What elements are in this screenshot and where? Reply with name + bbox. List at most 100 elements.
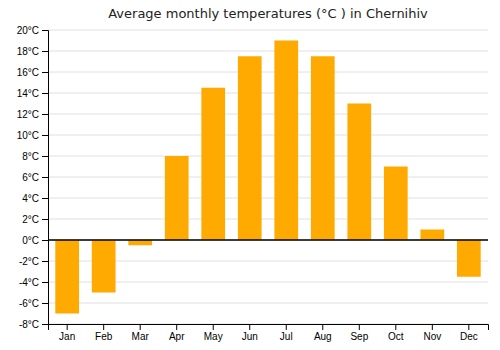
bar [457, 240, 481, 277]
x-tick: Sep [350, 324, 368, 342]
y-tick-label: 18°C [17, 46, 39, 57]
x-tick-mark [432, 324, 433, 330]
plot-area: -8°C -6°C -4°C -2°C 0°C 2°C 4°C 6°C 8°C 10°C 12°C 1… [17, 25, 489, 342]
y-tick-label: -2°C [19, 256, 39, 267]
grid-line [48, 114, 488, 115]
x-tick-label: Jul [280, 331, 293, 342]
y-tick-label: 16°C [17, 67, 39, 78]
chart-svg: -8°C -6°C -4°C -2°C 0°C 2°C 4°C 6°C 8°C 10°C 12°C 1… [0, 0, 500, 350]
x-tick: Jan [59, 324, 75, 342]
bar [201, 88, 225, 240]
x-tick: Mar [132, 324, 150, 342]
x-tick-label: Oct [388, 331, 404, 342]
x-tick-mark [468, 324, 469, 330]
x-tick-mark [103, 324, 104, 330]
x-tick-mark [67, 324, 68, 330]
x-tick-mark [213, 324, 214, 330]
y-tick: -4°C [19, 277, 48, 288]
y-tick-mark [42, 72, 48, 73]
x-tick-label: Apr [169, 331, 185, 342]
y-tick-label: -4°C [19, 277, 39, 288]
grid-line [48, 303, 488, 304]
y-tick-mark [42, 30, 48, 31]
x-tick-mark [322, 324, 323, 330]
y-tick-mark [42, 135, 48, 136]
grid-line [48, 135, 488, 136]
bar [128, 240, 152, 245]
grid-line [48, 219, 488, 220]
y-tick: 4°C [22, 193, 48, 204]
chart-container: -8°C -6°C -4°C -2°C 0°C 2°C 4°C 6°C 8°C 10°C 12°C 1… [0, 0, 500, 350]
y-tick-mark [42, 261, 48, 262]
y-tick-label: 2°C [22, 214, 39, 225]
y-tick-label: 0°C [22, 235, 39, 246]
x-tick-label: Sep [350, 331, 368, 342]
x-tick-label: Feb [95, 331, 113, 342]
y-tick-mark [42, 240, 48, 241]
bar [92, 240, 116, 293]
grid-line [48, 30, 488, 31]
y-tick-mark [42, 282, 48, 283]
y-tick-label: -8°C [19, 319, 39, 330]
x-axis: Jan Feb Mar Apr May Jun Jul Aug Sep Oct Nov Dec [49, 324, 489, 342]
y-tick: -6°C [19, 298, 48, 309]
x-tick: Aug [314, 324, 332, 342]
x-tick-mark [249, 324, 250, 330]
x-tick: Apr [169, 324, 185, 342]
bars [55, 41, 480, 314]
y-tick-mark [42, 219, 48, 220]
y-tick-label: 8°C [22, 151, 39, 162]
y-tick: 8°C [22, 151, 48, 162]
y-tick-label: 6°C [22, 172, 39, 183]
y-tick: -2°C [19, 256, 48, 267]
grid-line [48, 156, 488, 157]
y-tick-mark [42, 177, 48, 178]
x-tick-label: Dec [460, 331, 478, 342]
x-tick: May [204, 324, 223, 342]
y-tick-mark [42, 303, 48, 304]
y-tick: 2°C [22, 214, 48, 225]
y-tick-label: 20°C [17, 25, 39, 36]
x-tick-label: Nov [423, 331, 441, 342]
y-axis-line [42, 31, 49, 325]
y-tick-mark [42, 51, 48, 52]
y-tick-mark [42, 324, 48, 325]
grid-line [48, 51, 488, 52]
x-tick: Oct [388, 324, 404, 342]
y-tick-label: 14°C [17, 88, 39, 99]
y-tick-mark [42, 198, 48, 199]
grid [48, 30, 488, 324]
grid-line [48, 198, 488, 199]
x-tick: Dec [460, 324, 478, 342]
bar [55, 240, 79, 314]
zero-line [48, 239, 488, 241]
bar [274, 41, 298, 241]
y-tick: 18°C [17, 46, 48, 57]
grid-line [48, 72, 488, 73]
x-tick-label: Jan [59, 331, 75, 342]
y-tick: -8°C [19, 319, 48, 330]
y-tick: 12°C [17, 109, 48, 120]
bar [420, 230, 444, 241]
y-tick: 6°C [22, 172, 48, 183]
y-tick: 0°C [22, 235, 48, 246]
grid-line [48, 240, 488, 241]
title: Average monthly temperatures (°C ) in Ch… [108, 6, 428, 21]
bar [238, 56, 262, 240]
x-tick: Nov [423, 324, 441, 342]
bar [311, 56, 335, 240]
x-tick-label: Mar [132, 331, 150, 342]
grid-line [48, 93, 488, 94]
y-tick-label: 12°C [17, 109, 39, 120]
x-tick-mark [176, 324, 177, 330]
x-tick-label: Jun [242, 331, 258, 342]
x-tick-mark [140, 324, 141, 330]
x-axis-line [49, 325, 489, 331]
x-tick-mark [286, 324, 287, 330]
y-tick-label: 4°C [22, 193, 39, 204]
y-tick-label: -6°C [19, 298, 39, 309]
bar [165, 156, 189, 240]
x-tick: Feb [95, 324, 113, 342]
y-tick-label: 10°C [17, 130, 39, 141]
y-axis: -8°C -6°C -4°C -2°C 0°C 2°C 4°C 6°C 8°C 10°C 12°C 1… [17, 25, 49, 330]
